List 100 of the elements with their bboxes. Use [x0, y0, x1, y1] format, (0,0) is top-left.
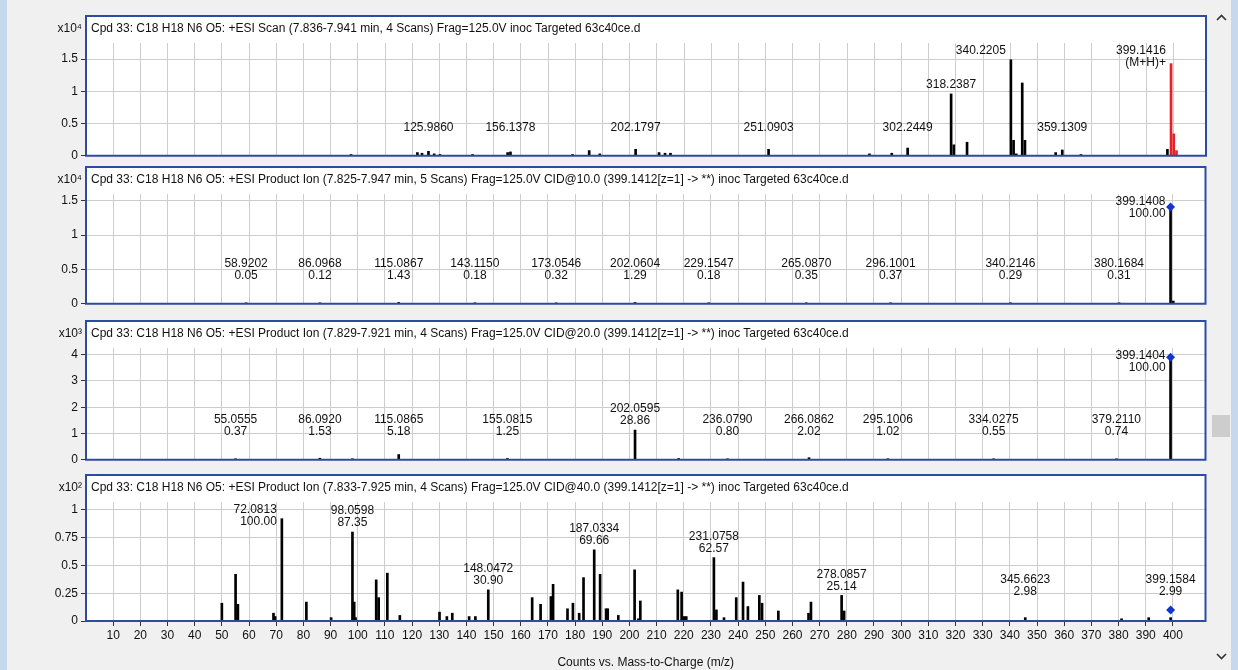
y-tick-label: 1 — [71, 502, 79, 517]
annotation: 318.2387 — [926, 77, 977, 92]
x-tick-label: 80 — [296, 627, 311, 642]
y-tick-label: 0.75 — [54, 529, 79, 544]
y-tick-label: 1 — [71, 425, 79, 440]
annotation: 278.0857 25.14 — [816, 566, 867, 593]
annotation: 229.1547 0.18 — [683, 256, 735, 283]
annotation: 265.0870 0.35 — [781, 256, 832, 283]
chart-title: Cpd 33: C18 H18 N6 O5: +ESI Product Ion (7.833-7.925 min, 4 Scans) Frag=125.0V CID@40.0 (399.1412[z=1] -> **) inoc Targeted 63c40ce.d — [91, 480, 849, 495]
annotation: 173.0546 0.32 — [531, 256, 582, 283]
annotation: 399.1584 2.99 — [1145, 571, 1196, 598]
annotation: 156.1378 — [485, 119, 536, 134]
annotation: 345.6623 2.98 — [1000, 571, 1051, 598]
x-tick-label: 280 — [836, 627, 858, 642]
x-tick-label: 40 — [188, 627, 202, 642]
annotation: 125.9860 — [403, 119, 454, 134]
annotation: 231.0758 62.57 — [688, 528, 740, 555]
y-tick-label: 0.5 — [61, 115, 79, 130]
y-tick-label: 0.5 — [61, 557, 79, 572]
x-tick-label: 330 — [972, 627, 994, 642]
annotation: 155.0815 1.25 — [482, 411, 533, 438]
x-tick-label: 70 — [269, 627, 284, 642]
x-tick-label: 100 — [347, 627, 369, 642]
annotation: 380.1684 0.31 — [1093, 256, 1145, 283]
annotation: 399.1408 100.00 — [1115, 194, 1166, 221]
annotation: 266.0862 2.02 — [783, 411, 835, 438]
x-tick-label: 250 — [755, 627, 776, 642]
x-tick-label: 170 — [537, 627, 559, 642]
x-tick-label: 350 — [1027, 627, 1048, 642]
annotation: 296.1001 0.37 — [865, 256, 916, 283]
annotation: 148.0472 30.90 — [463, 561, 514, 588]
annotation: 55.0555 0.37 — [213, 411, 258, 438]
x-tick-label: 400 — [1162, 627, 1184, 642]
annotation: 72.0813 100.00 — [233, 502, 278, 529]
y-tick-label: 2 — [71, 399, 79, 414]
y-axis-title: x10⁴ — [57, 172, 82, 187]
x-tick-label: 200 — [619, 627, 640, 642]
y-axis-title: x10⁴ — [57, 21, 82, 36]
annotation: 187.0334 69.66 — [569, 521, 620, 548]
x-tick-label: 140 — [456, 627, 477, 642]
x-tick-label: 240 — [728, 627, 749, 642]
x-tick-label: 310 — [918, 627, 939, 642]
x-tick-label: 220 — [673, 627, 695, 642]
y-tick-label: 1 — [71, 83, 79, 98]
x-tick-label: 360 — [1054, 627, 1075, 642]
x-tick-label: 270 — [809, 627, 830, 642]
y-tick-label: 0 — [71, 452, 79, 467]
x-tick-label: 30 — [160, 627, 175, 642]
y-tick-label: 1.5 — [61, 51, 79, 66]
y-tick-label: 1.5 — [61, 193, 79, 208]
annotation: 295.1006 1.02 — [862, 411, 914, 438]
y-tick-label: 0 — [71, 148, 79, 163]
y-axis-title: x10³ — [58, 326, 82, 341]
annotation: 236.0790 0.80 — [702, 411, 753, 438]
x-tick-label: 120 — [402, 627, 423, 642]
x-tick-label: 370 — [1081, 627, 1102, 642]
x-tick-label: 150 — [483, 627, 504, 642]
x-tick-label: 320 — [945, 627, 966, 642]
y-axis-title: x10² — [58, 480, 82, 495]
annotation: 115.0867 1.43 — [374, 256, 424, 283]
y-tick-label: 3 — [71, 373, 79, 388]
chart-title: Cpd 33: C18 H18 N6 O5: +ESI Product Ion (7.825-7.947 min, 5 Scans) Frag=125.0V CID@10.0 (399.1412[z=1] -> **) inoc Targeted 63c40ce.d — [91, 172, 849, 187]
annotation: 340.2146 0.29 — [985, 256, 1036, 283]
y-tick-label: 1 — [71, 227, 79, 242]
annotation: 399.1416 (M+H)+ — [1115, 43, 1167, 70]
annotation: 399.1404 100.00 — [1115, 348, 1166, 375]
y-tick-label: 0.25 — [54, 585, 79, 600]
annotation: 379.2110 0.74 — [1091, 411, 1142, 438]
annotation: 115.0865 5.18 — [374, 411, 424, 438]
annotation: 86.0968 0.12 — [298, 256, 342, 283]
x-tick-label: 190 — [592, 627, 613, 642]
x-tick-label: 290 — [863, 627, 885, 642]
annotation: 98.0598 87.35 — [330, 503, 375, 530]
annotation: 58.9202 0.05 — [224, 256, 269, 283]
x-tick-label: 180 — [565, 627, 586, 642]
y-tick-label: 0 — [71, 613, 79, 628]
x-tick-label: 10 — [106, 627, 121, 642]
x-tick-label: 380 — [1108, 627, 1129, 642]
annotation: 302.2449 — [882, 119, 933, 134]
y-tick-label: 4 — [71, 346, 79, 361]
x-tick-label: 390 — [1135, 627, 1157, 642]
x-tick-label: 340 — [999, 627, 1021, 642]
annotation: 340.2205 — [955, 43, 1007, 58]
x-tick-label: 230 — [700, 627, 722, 642]
x-tick-label: 60 — [242, 627, 257, 642]
annotation: 202.0595 28.86 — [610, 401, 661, 428]
x-tick-label: 90 — [323, 627, 338, 642]
y-tick-label: 0 — [71, 296, 79, 311]
x-tick-label: 260 — [782, 627, 803, 642]
x-tick-label: 20 — [133, 627, 148, 642]
x-axis-title: Counts vs. Mass-to-Charge (m/z) — [557, 655, 735, 670]
x-tick-label: 160 — [510, 627, 532, 642]
annotation: 143.1150 0.18 — [450, 256, 500, 283]
x-tick-label: 300 — [891, 627, 912, 642]
annotation: 251.0903 — [743, 119, 794, 134]
annotation: 334.0275 0.55 — [968, 411, 1019, 438]
chart-title: Cpd 33: C18 H18 N6 O5: +ESI Product Ion (7.829-7.921 min, 4 Scans) Frag=125.0V CID@20.0 (399.1412[z=1] -> **) inoc Targeted 63c40ce.d — [91, 326, 849, 341]
annotation: 202.1797 — [610, 119, 661, 134]
annotation: 202.0604 1.29 — [610, 256, 661, 283]
x-tick-label: 110 — [375, 627, 395, 642]
